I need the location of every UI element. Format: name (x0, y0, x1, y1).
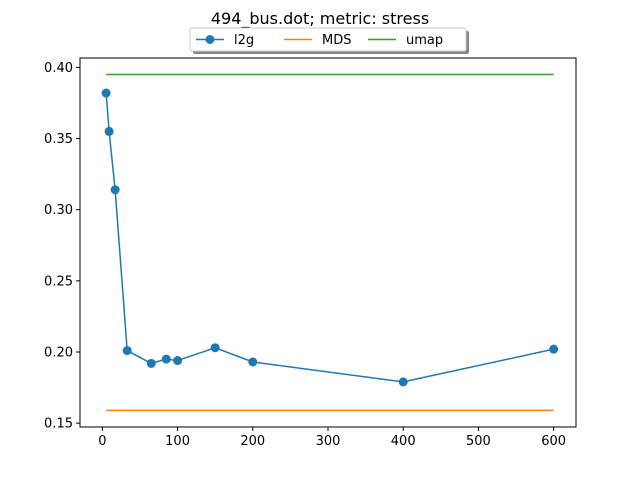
data-point-l2g (161, 354, 171, 364)
legend: l2g MDS umap (189, 27, 469, 54)
chart-title: 494_bus.dot; metric: stress (211, 9, 429, 29)
data-point-l2g (173, 356, 183, 366)
x-tick-label: 0 (98, 434, 106, 449)
y-axis: 0.15 0.20 0.25 0.30 0.35 0.40 (44, 61, 80, 432)
series-layer (101, 73, 559, 412)
legend-label-mds: MDS (322, 33, 351, 48)
y-tick-label: 0.35 (44, 132, 73, 147)
data-point-l2g (248, 357, 258, 367)
data-point-l2g (210, 343, 220, 353)
legend-marker-l2g (205, 35, 215, 44)
x-tick-label: 600 (541, 434, 566, 449)
y-tick-label: 0.15 (44, 417, 73, 432)
y-tick-label: 0.25 (44, 274, 73, 289)
x-tick-label: 500 (466, 434, 491, 449)
data-point-l2g (549, 344, 559, 354)
y-tick-label: 0.30 (44, 203, 73, 218)
data-point-l2g (398, 377, 408, 387)
legend-label-l2g: l2g (234, 33, 254, 48)
data-point-l2g (122, 346, 132, 356)
data-point-l2g (110, 185, 120, 195)
y-tick-label: 0.20 (44, 346, 73, 361)
y-tick-label: 0.40 (44, 61, 73, 76)
data-point-l2g (104, 126, 114, 136)
data-point-l2g (101, 88, 111, 98)
x-tick-label: 400 (391, 434, 416, 449)
legend-box (189, 27, 467, 52)
x-tick-label: 300 (316, 434, 341, 449)
x-tick-label: 200 (240, 434, 265, 449)
legend-label-umap: umap (406, 33, 443, 48)
data-point-l2g (146, 358, 156, 368)
x-tick-label: 100 (165, 434, 190, 449)
x-axis: 0 100 200 300 400 500 600 (98, 427, 566, 449)
